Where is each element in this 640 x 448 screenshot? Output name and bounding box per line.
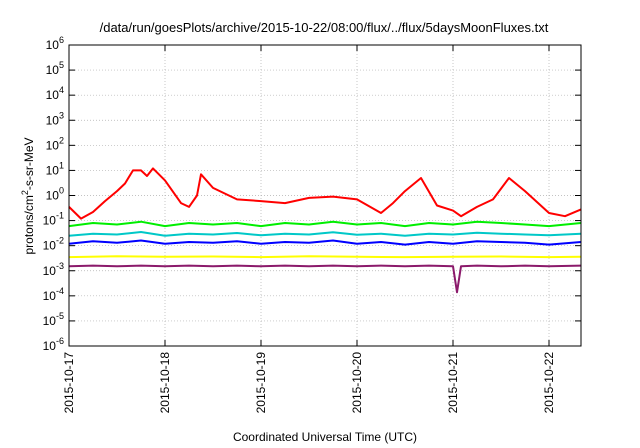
y-tick-base: 10 <box>43 264 57 278</box>
y-tick-base: 10 <box>43 214 57 228</box>
x-tick-label: 2015-10-22 <box>542 352 556 414</box>
y-tick-base: 10 <box>43 314 57 328</box>
y-tick-label: 102 <box>46 135 64 152</box>
y-tick-exponent: 2 <box>59 135 64 145</box>
y-tick-exponent: 3 <box>59 110 64 120</box>
y-axis-label-sup: 2 <box>20 190 30 195</box>
series-line-1 <box>68 167 582 220</box>
y-tick-exponent: 1 <box>59 160 64 170</box>
x-tick-label: 2015-10-19 <box>254 352 268 414</box>
y-tick-exponent: -2 <box>56 236 64 246</box>
x-tick-label: 2015-10-20 <box>350 352 364 414</box>
y-tick-base: 10 <box>46 38 60 52</box>
y-tick-label: 10-5 <box>43 311 64 328</box>
y-tick-exponent: 0 <box>59 186 64 196</box>
y-tick-exponent: 5 <box>59 60 64 70</box>
y-axis-label-base: protons/cm <box>22 195 36 254</box>
x-axis-ticks: 2015-10-17 2015-10-18 2015-10-19 2015-10-20… <box>62 45 556 413</box>
y-tick-base: 10 <box>43 239 57 253</box>
y-tick-label: 101 <box>46 160 64 177</box>
series-line-6 <box>68 264 582 294</box>
y-tick-base: 10 <box>46 88 60 102</box>
y-tick-label: 10-6 <box>43 336 64 353</box>
series-line-3 <box>68 231 582 237</box>
grid-lines <box>69 45 581 346</box>
y-tick-base: 10 <box>46 189 60 203</box>
y-tick-base: 10 <box>43 339 57 353</box>
y-tick-label: 10-1 <box>43 211 64 228</box>
y-tick-exponent: 4 <box>59 85 64 95</box>
y-tick-label: 105 <box>46 60 64 77</box>
y-tick-label: 10-3 <box>43 261 64 278</box>
y-tick-base: 10 <box>46 138 60 152</box>
series-line-5 <box>68 255 582 259</box>
y-tick-label: 10-4 <box>43 286 64 303</box>
y-axis-ticks: 10-610-510-410-310-210-11001011021031041… <box>43 35 581 353</box>
y-axis-label: protons/cm2-s-sr-MeV <box>20 137 36 254</box>
y-tick-exponent: 6 <box>59 35 64 45</box>
y-tick-base: 10 <box>46 63 60 77</box>
series-line-4 <box>68 239 582 246</box>
y-axis-label-rest: -s-sr-MeV <box>22 137 36 190</box>
series-line-2 <box>68 220 582 228</box>
y-tick-exponent: -3 <box>56 261 64 271</box>
chart-title: /data/run/goesPlots/archive/2015-10-22/0… <box>100 20 549 35</box>
y-tick-exponent: -1 <box>56 211 64 221</box>
y-tick-label: 100 <box>46 186 64 203</box>
series-lines <box>68 167 582 294</box>
x-tick-label: 2015-10-18 <box>158 352 172 414</box>
y-tick-label: 10-2 <box>43 236 64 253</box>
x-tick-label: 2015-10-17 <box>62 352 76 414</box>
y-tick-exponent: -4 <box>56 286 64 296</box>
x-tick-label: 2015-10-21 <box>446 352 460 414</box>
y-tick-base: 10 <box>43 289 57 303</box>
y-tick-label: 103 <box>46 110 64 127</box>
y-tick-base: 10 <box>46 163 60 177</box>
x-axis-label: Coordinated Universal Time (UTC) <box>233 430 417 444</box>
y-tick-exponent: -5 <box>56 311 64 321</box>
y-tick-base: 10 <box>46 113 60 127</box>
y-tick-exponent: -6 <box>56 336 64 346</box>
y-tick-label: 106 <box>46 35 64 52</box>
y-tick-label: 104 <box>46 85 64 102</box>
